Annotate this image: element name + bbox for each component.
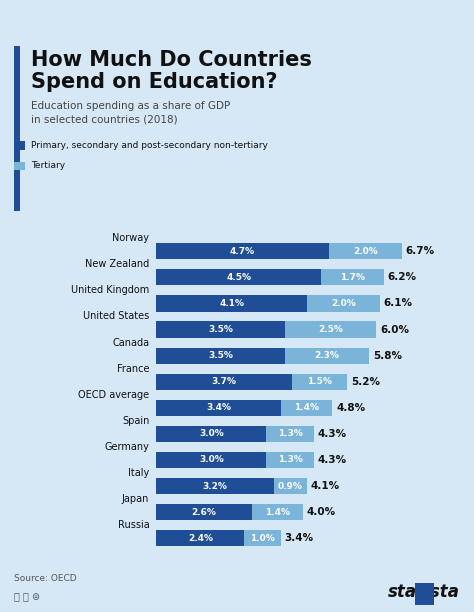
Bar <box>266 426 314 442</box>
Bar <box>156 504 252 520</box>
Text: 0.9%: 0.9% <box>278 482 303 491</box>
Text: statista: statista <box>388 583 460 601</box>
Text: 4.1%: 4.1% <box>219 299 244 308</box>
Text: 4.1%: 4.1% <box>310 481 339 491</box>
Text: United States: United States <box>83 312 149 321</box>
Text: 4.7%: 4.7% <box>230 247 255 256</box>
Text: 3.0%: 3.0% <box>199 455 224 465</box>
Bar <box>328 243 402 259</box>
Text: New Zealand: New Zealand <box>85 259 149 269</box>
Text: 6.0%: 6.0% <box>380 324 409 335</box>
Text: 3.4%: 3.4% <box>285 533 314 543</box>
Text: 1.7%: 1.7% <box>340 273 365 282</box>
Text: 1.4%: 1.4% <box>265 507 290 517</box>
Text: 3.5%: 3.5% <box>208 325 233 334</box>
Text: 3.5%: 3.5% <box>208 351 233 360</box>
Bar <box>156 478 273 494</box>
Bar <box>156 452 266 468</box>
Text: United Kingdom: United Kingdom <box>71 285 149 296</box>
Text: 1.3%: 1.3% <box>278 430 303 438</box>
Text: 4.5%: 4.5% <box>227 273 251 282</box>
Bar <box>156 296 307 312</box>
Bar <box>285 321 376 338</box>
Text: 1.3%: 1.3% <box>278 455 303 465</box>
Text: 5.8%: 5.8% <box>373 351 401 360</box>
Text: 6.7%: 6.7% <box>406 246 435 256</box>
Text: Norway: Norway <box>112 233 149 243</box>
Text: 2.0%: 2.0% <box>353 247 378 256</box>
Bar <box>273 478 307 494</box>
Bar <box>156 426 266 442</box>
Bar <box>156 530 245 547</box>
Text: Japan: Japan <box>122 494 149 504</box>
Text: How Much Do Countries: How Much Do Countries <box>31 50 312 70</box>
Bar <box>252 504 303 520</box>
Text: 6.1%: 6.1% <box>383 299 413 308</box>
Text: 1.4%: 1.4% <box>294 403 319 412</box>
Text: 4.3%: 4.3% <box>318 455 347 465</box>
Text: Tertiary: Tertiary <box>31 162 65 170</box>
Bar <box>156 269 321 285</box>
Text: Russia: Russia <box>118 520 149 530</box>
Text: Ⓒ ⓘ ⊜: Ⓒ ⓘ ⊜ <box>14 591 40 601</box>
Text: 4.8%: 4.8% <box>336 403 365 412</box>
Text: 4.3%: 4.3% <box>318 429 347 439</box>
Text: 3.0%: 3.0% <box>199 430 224 438</box>
Bar <box>156 321 285 338</box>
Text: 2.3%: 2.3% <box>314 351 339 360</box>
Bar <box>285 348 369 364</box>
Text: Spend on Education?: Spend on Education? <box>31 72 277 92</box>
Text: Primary, secondary and post-secondary non-tertiary: Primary, secondary and post-secondary no… <box>31 141 268 150</box>
Text: 3.2%: 3.2% <box>202 482 228 491</box>
Text: France: France <box>117 364 149 374</box>
Text: 2.5%: 2.5% <box>318 325 343 334</box>
Text: 2.4%: 2.4% <box>188 534 213 543</box>
Text: Source: OECD: Source: OECD <box>14 574 77 583</box>
Bar <box>156 243 328 259</box>
Text: Canada: Canada <box>112 338 149 348</box>
Bar <box>307 296 380 312</box>
Text: Spain: Spain <box>122 416 149 426</box>
Text: Germany: Germany <box>104 442 149 452</box>
Bar <box>245 530 281 547</box>
Bar <box>292 373 347 390</box>
Text: Italy: Italy <box>128 468 149 478</box>
Text: 3.4%: 3.4% <box>206 403 231 412</box>
Text: 3.7%: 3.7% <box>212 377 237 386</box>
Text: 1.0%: 1.0% <box>250 534 275 543</box>
Bar <box>321 269 383 285</box>
Bar <box>156 400 281 416</box>
Bar <box>266 452 314 468</box>
Text: 1.5%: 1.5% <box>307 377 332 386</box>
Text: OECD average: OECD average <box>78 390 149 400</box>
Text: 2.0%: 2.0% <box>331 299 356 308</box>
Bar <box>281 400 332 416</box>
Text: Education spending as a share of GDP
in selected countries (2018): Education spending as a share of GDP in … <box>31 101 230 124</box>
Text: 5.2%: 5.2% <box>351 377 380 387</box>
Bar <box>156 348 285 364</box>
Text: 2.6%: 2.6% <box>191 507 217 517</box>
Text: 6.2%: 6.2% <box>387 272 416 282</box>
Bar <box>156 373 292 390</box>
Text: 4.0%: 4.0% <box>307 507 336 517</box>
